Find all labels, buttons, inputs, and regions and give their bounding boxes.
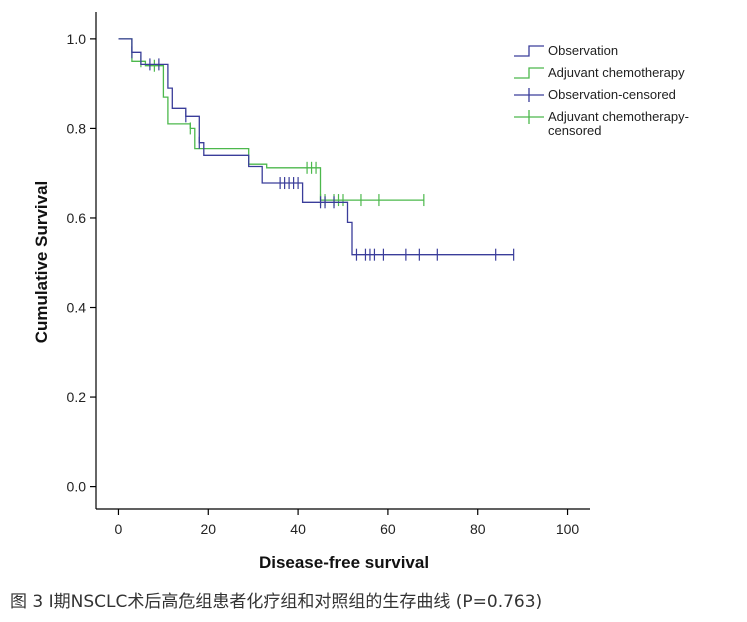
legend-step-swatch xyxy=(514,45,544,57)
adjuvant-chemotherapy-curve xyxy=(118,38,424,201)
legend-step-swatch xyxy=(514,67,544,79)
observation-series xyxy=(118,38,515,261)
x-tick-label: 100 xyxy=(556,521,580,537)
axes: 0.0 0.2 0.4 0.6 0.8 1.0 0 20 40 60 80 100 xyxy=(67,12,590,537)
legend-label: censored xyxy=(548,123,601,138)
x-tick-label: 40 xyxy=(290,521,306,537)
y-axis-ticks: 0.0 0.2 0.4 0.6 0.8 1.0 xyxy=(67,31,96,495)
series-layer xyxy=(118,38,515,261)
y-tick-label: 0.0 xyxy=(67,479,87,495)
x-tick-label: 0 xyxy=(115,521,123,537)
legend-entry: Adjuvant chemotherapy xyxy=(514,65,685,80)
legend-label: Observation xyxy=(548,43,618,58)
legend-label: Adjuvant chemotherapy xyxy=(548,65,685,80)
y-tick-label: 1.0 xyxy=(67,31,87,47)
x-tick-label: 80 xyxy=(470,521,486,537)
y-tick-label: 0.2 xyxy=(67,389,87,405)
legend-label: Adjuvant chemotherapy- xyxy=(548,109,689,124)
x-axis-ticks: 0 20 40 60 80 100 xyxy=(115,509,580,537)
x-axis-title: Disease-free survival xyxy=(259,553,429,572)
y-tick-label: 0.4 xyxy=(67,300,87,316)
legend-entry: Observation xyxy=(514,43,618,58)
legend-cross-swatch xyxy=(514,88,544,102)
y-tick-label: 0.8 xyxy=(67,120,87,136)
legend-entry: Adjuvant chemotherapy-censored xyxy=(514,109,689,138)
legend-entry: Observation-censored xyxy=(514,87,676,102)
x-tick-label: 60 xyxy=(380,521,396,537)
figure-caption: 图 3 I期NSCLC术后高危组患者化疗组和对照组的生存曲线 (P=0.763) xyxy=(10,592,543,612)
observation-curve xyxy=(118,38,514,256)
kaplan-meier-chart: 0.0 0.2 0.4 0.6 0.8 1.0 0 20 40 60 80 100 Cumulati… xyxy=(32,12,689,572)
legend-cross-swatch xyxy=(514,110,544,124)
legend: Observation Adjuvant chemotherapy Observat… xyxy=(514,43,689,138)
x-tick-label: 20 xyxy=(200,521,216,537)
y-axis-title: Cumulative Survival xyxy=(32,181,51,344)
legend-label: Observation-censored xyxy=(548,87,676,102)
y-tick-label: 0.6 xyxy=(67,210,87,226)
